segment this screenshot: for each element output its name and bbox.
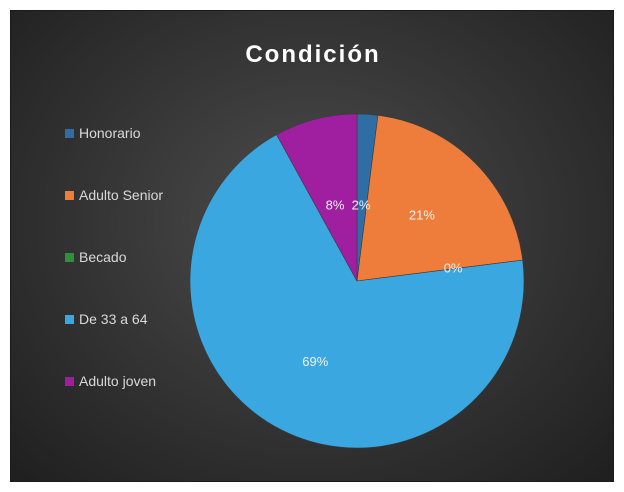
legend-label: Adulto Senior [79,187,164,203]
legend-item-adulto-senior: Adulto Senior [65,186,163,204]
legend-swatch-adulto-senior [65,190,74,200]
legend-item-honorario: Honorario [65,124,140,142]
data-label-becado: 0% [444,260,463,275]
chart-title: Condición [245,41,381,68]
legend-swatch-de-33-a-64 [65,314,74,324]
legend-label: Adulto joven [79,373,157,389]
legend-label: Honorario [79,125,141,141]
legend-item-de-33-a-64: De 33 a 64 [65,310,148,328]
legend-swatch-honorario [65,128,74,138]
legend-item-adulto-joven: Adulto joven [65,372,156,390]
legend-label: De 33 a 64 [79,311,148,327]
legend-item-becado: Becado [65,248,126,266]
data-label-de-33-a-64: 69% [302,354,328,369]
pie-slice-adulto-joven [276,113,358,282]
data-label-adulto-joven: 8% [326,197,345,212]
data-label-adulto-senior: 21% [409,208,435,223]
pie-slice-adulto-senior [356,114,524,282]
legend-swatch-becado [65,252,74,262]
pie-slice-de-33-a-64 [189,134,525,449]
pie-chart: 2% 21% 0% 69% 8% [189,113,525,449]
legend-label: Becado [79,249,127,265]
chart-area: Condición Honorario Adulto Senior Becado… [10,10,614,482]
data-label-honorario: 2% [352,197,371,212]
legend-swatch-adulto-joven [65,376,74,386]
